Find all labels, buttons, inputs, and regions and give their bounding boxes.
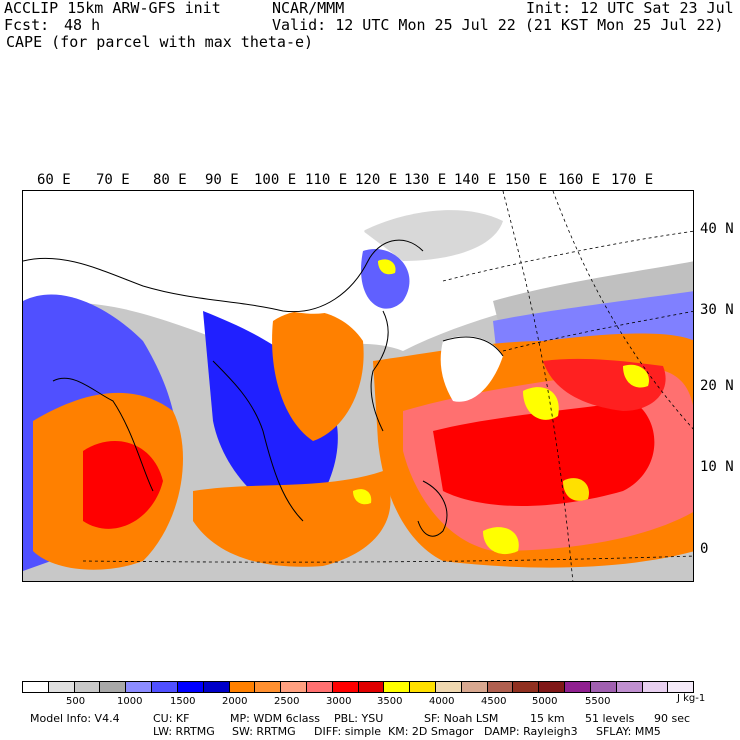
lat-label-10n: 10 N xyxy=(700,459,734,475)
lon-label-90: 90 E xyxy=(205,172,239,188)
lon-label-160: 160 E xyxy=(558,172,601,188)
colorbar-swatch xyxy=(539,682,566,692)
lon-label-70: 70 E xyxy=(96,172,130,188)
colorbar-swatch xyxy=(436,682,462,692)
model-info-levels: 51 levels xyxy=(585,712,635,725)
colorbar-swatch xyxy=(255,682,282,692)
lat-label-20n: 20 N xyxy=(700,378,734,394)
colorbar-swatch xyxy=(461,682,488,692)
colorbar-swatch xyxy=(565,682,591,692)
colorbar-tick: 2500 xyxy=(274,696,300,707)
model-info-mp: MP: WDM 6class xyxy=(230,712,320,725)
valid-time: Valid: 12 UTC Mon 25 Jul 22 (21 KST Mon … xyxy=(272,16,724,34)
model-info-diff: DIFF: simple xyxy=(314,725,382,738)
model-info-pbl: PBL: YSU xyxy=(334,712,384,725)
model-info-cu: CU: KF xyxy=(153,712,190,725)
field-title: CAPE (for parcel with max theta-e) xyxy=(6,33,314,51)
colorbar-swatch xyxy=(358,682,385,692)
model-info-res: 15 km xyxy=(530,712,565,725)
lon-label-150: 150 E xyxy=(505,172,548,188)
colorbar-swatch xyxy=(513,682,540,692)
colorbar-tick: 5500 xyxy=(585,696,611,707)
lat-label-30n: 30 N xyxy=(700,302,734,318)
model-info-damp: DAMP: Rayleigh3 xyxy=(484,725,578,738)
lon-label-170: 170 E xyxy=(611,172,654,188)
model-title: ACCLIP 15km ARW-GFS init xyxy=(4,0,221,17)
colorbar-swatch xyxy=(616,682,643,692)
colorbar-swatch xyxy=(203,682,230,692)
colorbar-swatch xyxy=(590,682,617,692)
lon-label-110: 110 E xyxy=(305,172,348,188)
lat-label-0: 0 xyxy=(700,541,709,557)
model-info-sflay: SFLAY: MM5 xyxy=(596,725,661,738)
fcst-label: Fcst: xyxy=(4,16,50,34)
colorbar-swatch xyxy=(642,682,669,692)
model-info-lw: LW: RRTMG xyxy=(153,725,215,738)
colorbar-swatch xyxy=(668,682,694,692)
colorbar-swatch xyxy=(281,682,307,692)
lon-label-140: 140 E xyxy=(454,172,497,188)
cape-map xyxy=(22,190,694,582)
colorbar-tick: 3000 xyxy=(326,696,352,707)
model-info-sf: SF: Noah LSM xyxy=(424,712,499,725)
lon-label-60: 60 E xyxy=(37,172,71,188)
colorbar-swatch xyxy=(306,682,333,692)
colorbar-swatch xyxy=(126,682,153,692)
colorbar-tick: 500 xyxy=(66,696,86,707)
cape-map-svg xyxy=(23,191,693,581)
colorbar-swatch xyxy=(229,682,256,692)
colorbar-swatch xyxy=(74,682,101,692)
model-info-sw: SW: RRTMG xyxy=(232,725,296,738)
colorbar-swatch xyxy=(152,682,178,692)
model-info-km: KM: 2D Smagor xyxy=(388,725,474,738)
lon-label-130: 130 E xyxy=(404,172,447,188)
model-info-version: Model Info: V4.4 xyxy=(30,712,120,725)
colorbar-swatch xyxy=(177,682,204,692)
lon-label-100: 100 E xyxy=(254,172,297,188)
colorbar-tick: 1500 xyxy=(170,696,196,707)
colorbar-tick: 5000 xyxy=(532,696,558,707)
colorbar-unit: J kg-1 xyxy=(677,693,706,704)
colorbar-swatch xyxy=(100,682,127,692)
colorbar-tick: 2000 xyxy=(222,696,248,707)
colorbar-swatch xyxy=(23,682,49,692)
colorbar-swatch xyxy=(410,682,436,692)
colorbar-swatch xyxy=(487,682,514,692)
colorbar-tick: 4000 xyxy=(429,696,455,707)
colorbar-swatch xyxy=(384,682,411,692)
init-time: Init: 12 UTC Sat 23 Jul 22 xyxy=(526,0,740,17)
lon-label-80: 80 E xyxy=(153,172,187,188)
lat-label-40n: 40 N xyxy=(700,221,734,237)
colorbar-swatch xyxy=(332,682,359,692)
lon-label-120: 120 E xyxy=(355,172,398,188)
colorbar-tick: 1000 xyxy=(117,696,143,707)
colorbar-tick: 3500 xyxy=(377,696,403,707)
colorbar-swatch xyxy=(48,682,75,692)
model-info-timestep: 90 sec xyxy=(654,712,691,725)
colorbar-tick: 4500 xyxy=(481,696,507,707)
fcst-value: 48 h xyxy=(64,16,101,34)
color-scale-bar xyxy=(22,681,694,693)
center-label: NCAR/MMM xyxy=(272,0,345,17)
